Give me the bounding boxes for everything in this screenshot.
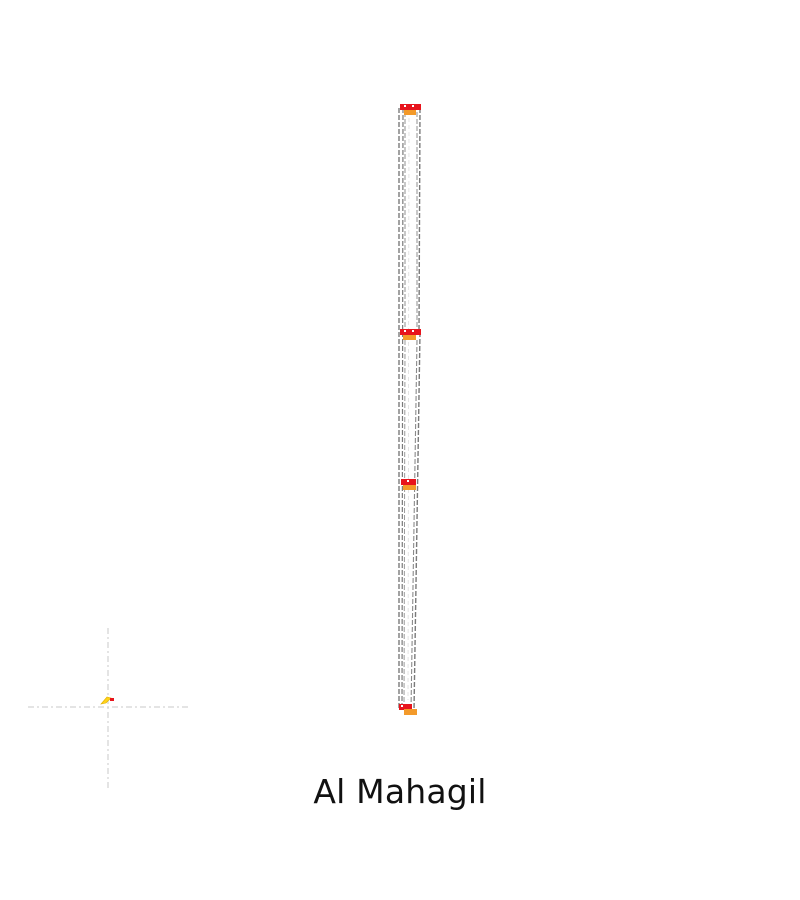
station-marker-bottom[interactable] bbox=[399, 704, 417, 715]
place-name-label: Al Mahagil bbox=[313, 772, 487, 811]
station-marker-upper-middle[interactable] bbox=[400, 329, 421, 340]
location-marker-icon[interactable] bbox=[100, 696, 114, 705]
crosshair-icon bbox=[28, 628, 188, 788]
route-track bbox=[398, 107, 421, 711]
station-marker-lower-middle[interactable] bbox=[401, 479, 416, 490]
station-marker-top[interactable] bbox=[400, 104, 421, 115]
